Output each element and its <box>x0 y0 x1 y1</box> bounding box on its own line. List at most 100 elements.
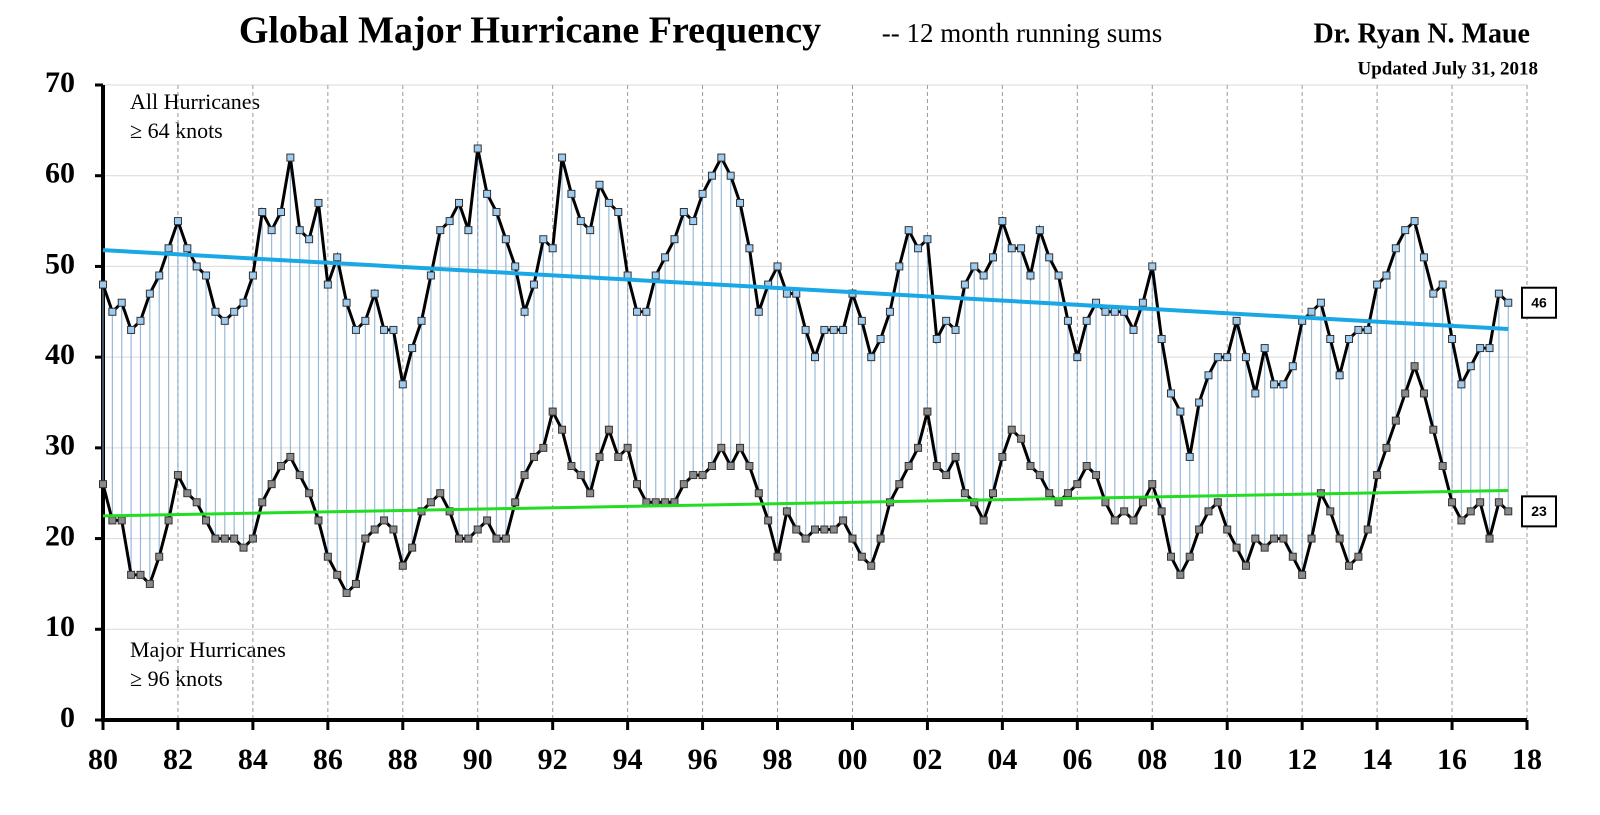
point <box>586 226 595 235</box>
point <box>1195 398 1204 407</box>
point <box>558 425 567 434</box>
point <box>398 380 407 389</box>
point <box>904 462 913 470</box>
point <box>1129 516 1138 525</box>
point <box>1504 507 1513 516</box>
point <box>1270 534 1279 543</box>
point <box>989 489 997 498</box>
point <box>370 289 379 298</box>
x-tick-label: 92 <box>538 743 568 776</box>
point <box>164 244 173 253</box>
point <box>464 226 473 235</box>
point <box>436 489 445 498</box>
point <box>1476 344 1485 353</box>
point <box>586 489 595 498</box>
point <box>1391 416 1400 425</box>
point <box>979 271 988 280</box>
point <box>136 570 145 579</box>
point <box>483 516 492 525</box>
point <box>1054 271 1063 280</box>
x-tick-label: 96 <box>688 743 718 776</box>
point <box>511 498 520 507</box>
point <box>1129 325 1138 334</box>
series-label: Major Hurricanes <box>130 637 286 662</box>
point <box>230 534 239 543</box>
y-tick-label: 0 <box>60 701 75 734</box>
point <box>801 325 810 334</box>
y-tick-label: 60 <box>45 157 75 190</box>
point <box>408 543 417 552</box>
point <box>1073 353 1082 362</box>
point <box>1410 217 1419 226</box>
point <box>792 289 801 298</box>
point <box>1120 507 1129 516</box>
point <box>1466 362 1475 371</box>
point <box>567 189 576 198</box>
point <box>717 443 726 452</box>
x-tick-label: 80 <box>88 743 118 776</box>
point <box>211 307 220 316</box>
point <box>923 235 932 244</box>
point <box>932 335 941 343</box>
end-label: 46 <box>1531 294 1547 310</box>
point <box>736 443 745 452</box>
point <box>1101 498 1110 507</box>
point <box>726 462 735 470</box>
point <box>361 316 370 325</box>
point <box>829 525 838 534</box>
point <box>1101 307 1110 316</box>
point <box>960 280 969 289</box>
point <box>857 316 866 325</box>
point <box>370 525 379 534</box>
point <box>1110 307 1119 316</box>
point <box>1476 498 1485 507</box>
x-tick-label: 90 <box>463 743 493 776</box>
point <box>1279 534 1288 543</box>
point <box>914 244 923 253</box>
point <box>1082 316 1091 325</box>
point <box>1288 552 1297 561</box>
point <box>220 534 229 543</box>
point <box>1213 353 1222 362</box>
point <box>773 262 782 271</box>
point <box>361 534 370 543</box>
point <box>1232 543 1241 552</box>
point <box>173 217 182 226</box>
point <box>426 498 435 507</box>
point <box>1251 389 1260 398</box>
point <box>511 262 520 271</box>
point <box>679 208 688 216</box>
point <box>1260 543 1269 552</box>
point <box>258 208 267 216</box>
point <box>1138 298 1147 307</box>
point <box>1401 389 1410 398</box>
point <box>436 226 445 235</box>
point <box>202 271 211 280</box>
point <box>136 316 145 325</box>
y-tick-label: 40 <box>45 338 75 371</box>
point <box>689 217 698 226</box>
point <box>183 244 192 253</box>
point <box>248 271 257 280</box>
point <box>539 443 548 452</box>
point <box>286 452 295 461</box>
point <box>698 189 707 198</box>
point <box>1419 389 1428 398</box>
chart-subtitle: -- 12 month running sums <box>882 18 1163 48</box>
point <box>333 570 342 579</box>
point <box>1298 570 1307 579</box>
point <box>1457 516 1466 525</box>
x-tick-label: 18 <box>1512 743 1542 776</box>
point <box>1391 244 1400 253</box>
point <box>455 534 463 543</box>
point <box>1485 534 1494 543</box>
point <box>576 471 585 480</box>
point <box>1167 389 1175 398</box>
point <box>455 198 463 207</box>
point <box>679 480 688 489</box>
point <box>483 189 492 198</box>
point <box>567 462 576 470</box>
point <box>998 217 1007 226</box>
point <box>117 298 126 307</box>
point <box>1345 335 1353 343</box>
